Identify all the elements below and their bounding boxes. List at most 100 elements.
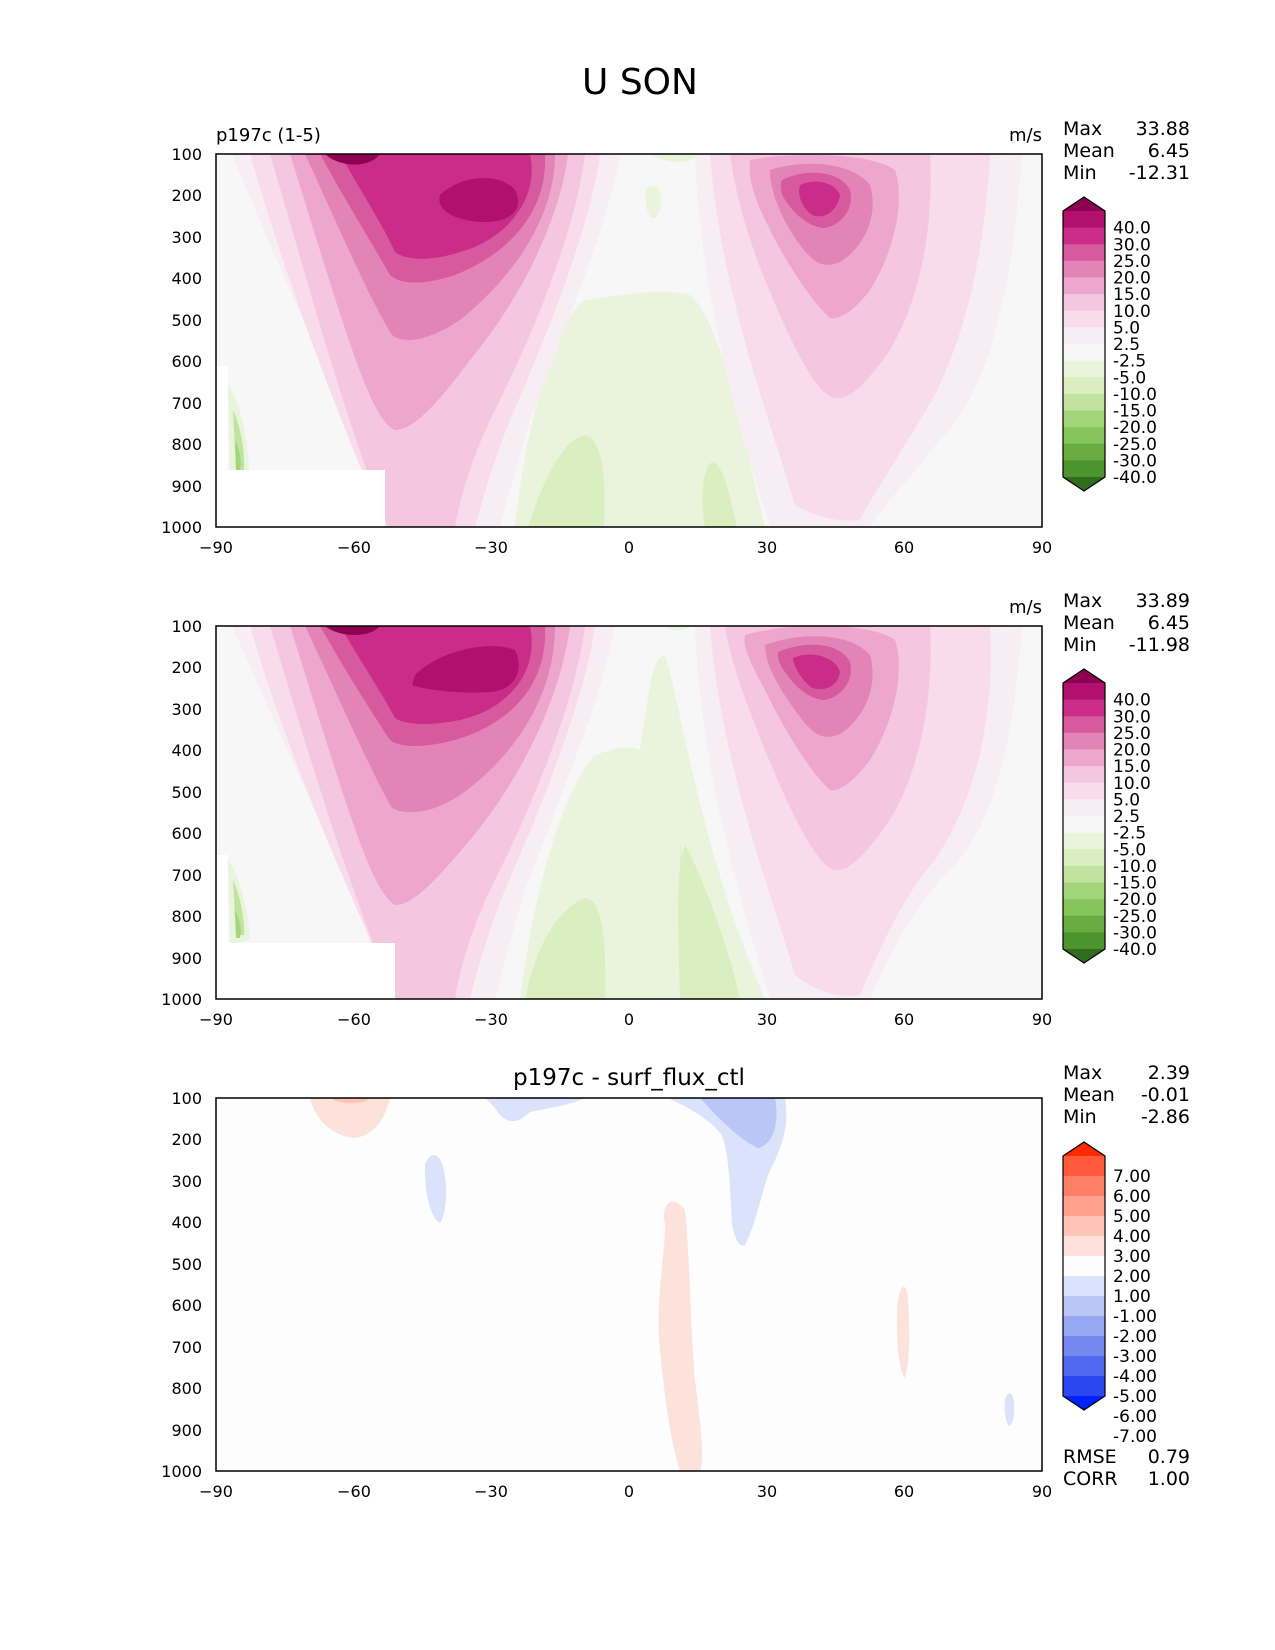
- x-tick-label: −90: [199, 1482, 233, 1501]
- y-tick-label: 600: [171, 1296, 202, 1315]
- colorbar-tick-label: -5.0: [1113, 368, 1146, 388]
- colorbar-tick-label: -2.5: [1113, 352, 1146, 372]
- colorbar-swatch: [1063, 211, 1105, 229]
- panel-1: p197c (1-5) m/s 100 200 300 400 500 600 …: [161, 118, 1190, 557]
- x-tick-label: 30: [757, 1010, 777, 1029]
- x-tick-label: 30: [757, 538, 777, 557]
- colorbar-tick-label: 10.0: [1113, 774, 1151, 794]
- y-axis: 100 200 300 400 500 600 700 800 900 1000: [161, 1089, 202, 1481]
- colorbar-tick-label: 2.5: [1113, 807, 1140, 827]
- colorbar-extend-max: [1063, 197, 1105, 211]
- colorbar-tick-label: 2.5: [1113, 335, 1140, 355]
- y-tick-label: 1000: [161, 1462, 202, 1481]
- stat-value: 33.88: [1136, 118, 1190, 140]
- contour-neg-5: [702, 462, 737, 527]
- contour-pos-40-sh: [439, 178, 519, 222]
- colorbar-swatch: [1063, 932, 1105, 950]
- y-tick-label: 200: [171, 658, 202, 677]
- colorbar-swatch: [1063, 1256, 1105, 1277]
- colorbar-tick-label: -4.00: [1113, 1367, 1157, 1387]
- panel-left-title: p197c (1-5): [216, 125, 321, 146]
- plot-frame: [215, 153, 1043, 528]
- colorbar-swatch: [1063, 899, 1105, 917]
- panel-2: m/s 100 200 300 400 500 600 700 800 900 …: [161, 590, 1190, 1029]
- colorbar-tick-label: -2.00: [1113, 1327, 1157, 1347]
- y-tick-label: 400: [171, 741, 202, 760]
- colorbar-extend-min: [1063, 949, 1105, 963]
- colorbar-swatch: [1063, 410, 1105, 428]
- colorbar-tick-label: 25.0: [1113, 724, 1151, 744]
- colorbar-swatch: [1063, 227, 1105, 245]
- contour-neg-tropics: [645, 186, 662, 219]
- x-tick-label: 60: [894, 538, 914, 557]
- colorbar-swatch: [1063, 799, 1105, 817]
- colorbar-extend-min: [1063, 1396, 1105, 1410]
- stat-value: -0.01: [1141, 1084, 1190, 1106]
- stat-value: 0.79: [1148, 1446, 1190, 1468]
- y-tick-label: 200: [171, 186, 202, 205]
- colorbar-tick-label: 6.00: [1113, 1187, 1151, 1207]
- colorbar-swatch: [1063, 1196, 1105, 1217]
- y-tick-label: 500: [171, 783, 202, 802]
- colorbar-swatch: [1063, 1336, 1105, 1357]
- colorbar-tick-label: 25.0: [1113, 252, 1151, 272]
- colorbar-swatch: [1063, 749, 1105, 767]
- contour-pos-1: [310, 1098, 390, 1138]
- colorbar-swatch: [1063, 310, 1105, 328]
- x-tick-label: −90: [199, 1010, 233, 1029]
- stat-value: -11.98: [1129, 634, 1190, 656]
- colorbar-swatch: [1063, 1276, 1105, 1297]
- contour-neg-1: [424, 1154, 447, 1223]
- colorbar-tick-label: -20.0: [1113, 890, 1157, 910]
- contour-neg-5: [525, 898, 606, 999]
- y-tick-label: 300: [171, 700, 202, 719]
- colorbar-swatch: [1063, 816, 1105, 834]
- x-tick-label: 0: [624, 1010, 634, 1029]
- colorbar-tick-label: 40.0: [1113, 219, 1151, 239]
- y-tick-label: 1000: [161, 518, 202, 537]
- x-tick-label: 30: [757, 1482, 777, 1501]
- x-tick-label: 90: [1032, 1482, 1052, 1501]
- x-axis: −90 −60 −30 0 30 60 90: [199, 538, 1052, 557]
- stats-box: Max 2.39 Mean -0.01 Min -2.86: [1063, 1062, 1190, 1128]
- x-tick-label: 0: [624, 538, 634, 557]
- colorbar-swatch: [1063, 344, 1105, 362]
- contour-neg-polar: [235, 910, 241, 938]
- colorbar-swatch: [1063, 1376, 1105, 1397]
- stat-label: Max: [1063, 590, 1102, 612]
- colorbar-swatch: [1063, 427, 1105, 445]
- contour-pos-30-nh: [793, 654, 840, 690]
- stat-label: CORR: [1063, 1468, 1118, 1490]
- x-tick-label: 0: [624, 1482, 634, 1501]
- y-tick-label: 500: [171, 311, 202, 330]
- stat-label: Mean: [1063, 140, 1115, 162]
- colorbar-tick-label: 20.0: [1113, 741, 1151, 761]
- contour-pos-2: [330, 1098, 370, 1104]
- colorbar: 7.006.005.004.003.002.001.00-1.00-2.00-3…: [1062, 1141, 1157, 1447]
- stat-value: -2.86: [1141, 1106, 1190, 1128]
- colorbar-swatch: [1063, 865, 1105, 883]
- stat-label: Min: [1063, 162, 1097, 184]
- colorbar-tick-label: -25.0: [1113, 435, 1157, 455]
- y-tick-label: 800: [171, 907, 202, 926]
- y-tick-label: 1000: [161, 990, 202, 1009]
- y-axis: 100 200 300 400 500 600 700 800 900 1000: [161, 617, 202, 1009]
- y-tick-label: 400: [171, 1213, 202, 1232]
- colorbar-swatch: [1063, 732, 1105, 750]
- colorbar-swatch: [1063, 699, 1105, 717]
- colorbar-outline: [1062, 668, 1106, 964]
- colorbar-swatch: [1063, 683, 1105, 701]
- colorbar-swatch: [1063, 1156, 1105, 1177]
- y-tick-label: 900: [171, 477, 202, 496]
- units-label: m/s: [1009, 125, 1042, 146]
- colorbar-tick-label: 40.0: [1113, 691, 1151, 711]
- x-tick-label: −60: [337, 1482, 371, 1501]
- colorbar-tick-label: -40.0: [1113, 940, 1157, 960]
- x-tick-label: −90: [199, 538, 233, 557]
- colorbar-tick-label: 1.00: [1113, 1287, 1151, 1307]
- x-tick-label: −30: [474, 1482, 508, 1501]
- colorbar-tick-label: 5.00: [1113, 1207, 1151, 1227]
- contour-pos-max-sh: [325, 626, 380, 635]
- colorbar-tick-label: -10.0: [1113, 385, 1157, 405]
- colorbar-swatch: [1063, 360, 1105, 378]
